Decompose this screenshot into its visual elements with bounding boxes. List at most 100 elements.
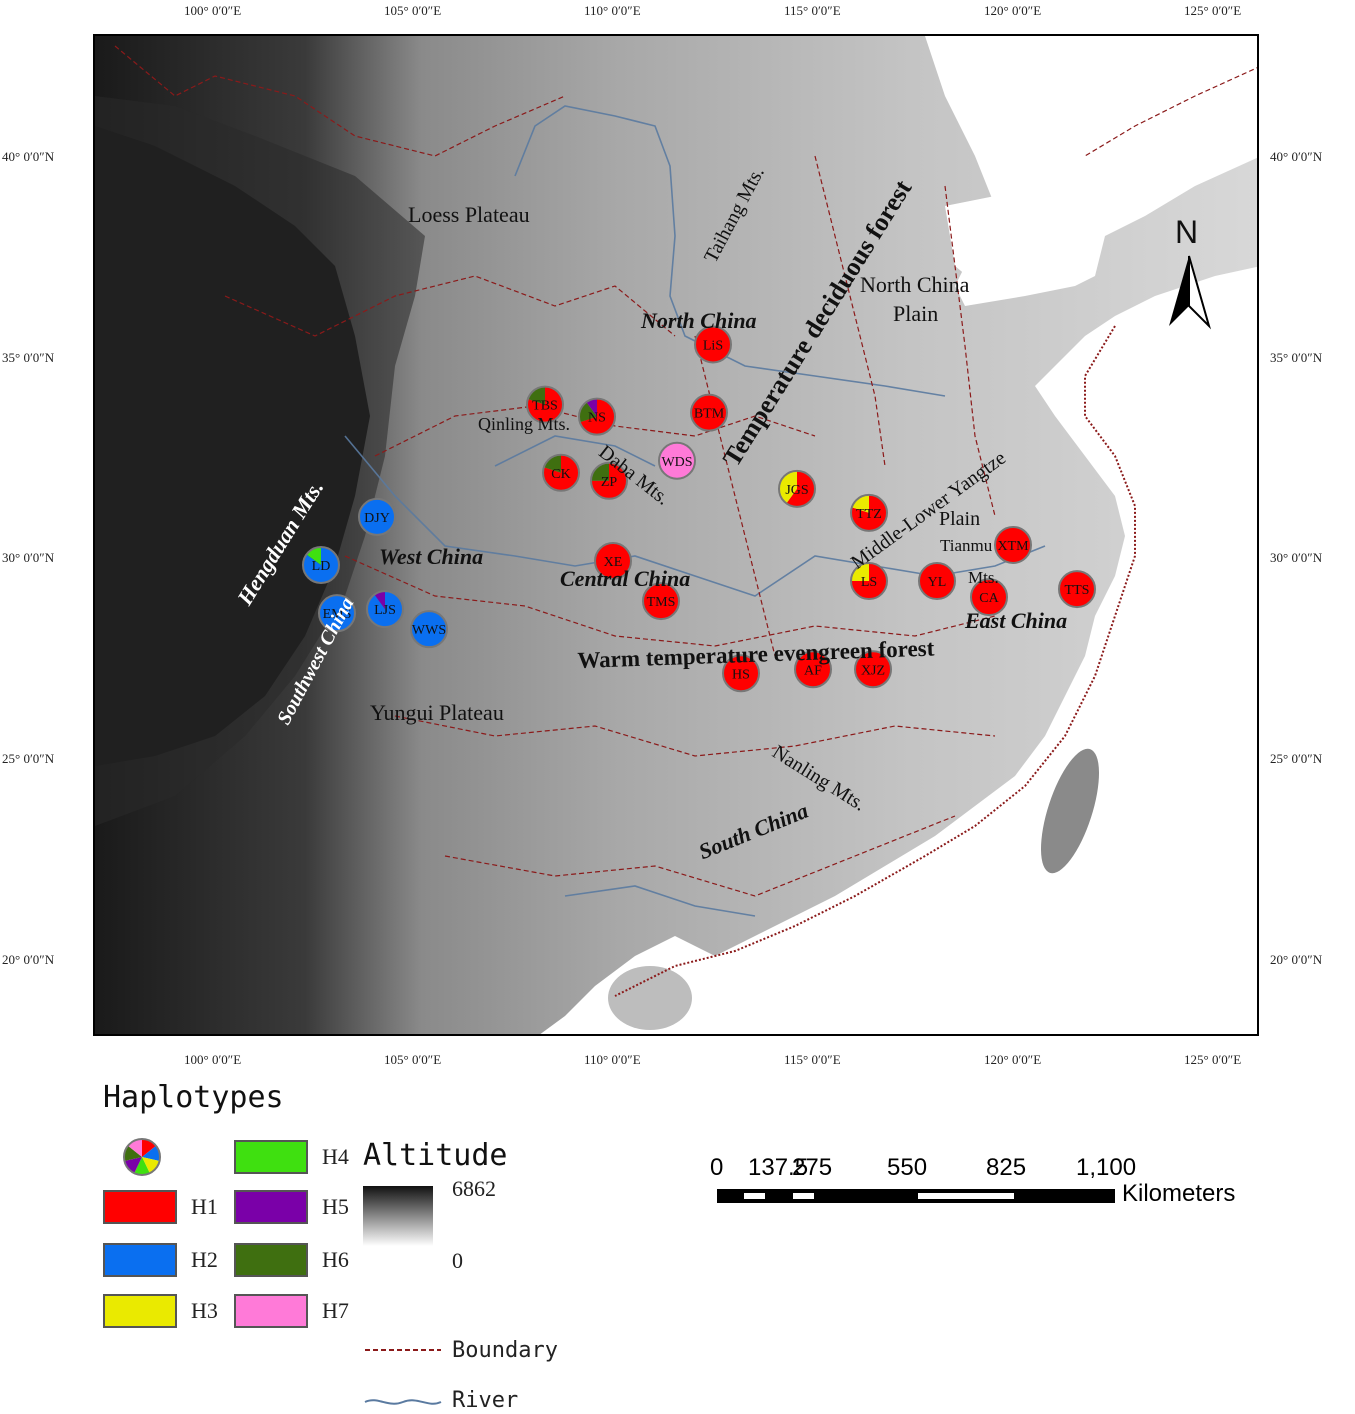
population-label: WWS — [412, 623, 446, 638]
scale-bar — [717, 1189, 1115, 1203]
population-label: NS — [588, 411, 606, 426]
population-xtm[interactable]: XTM — [994, 525, 1032, 564]
swatch-label: H2 — [191, 1247, 218, 1272]
population-tbs[interactable]: TBS — [526, 385, 564, 424]
swatch-h5 — [234, 1190, 308, 1224]
swatch-h3 — [103, 1294, 177, 1328]
population-markers: LiS TBS NS BTM WDS CK ZP JGS TTZ DJY LD EMS LJS WWS XE… — [302, 325, 1096, 693]
population-ns[interactable]: NS — [578, 397, 616, 436]
pie-outline — [358, 497, 396, 536]
population-label: LD — [312, 559, 331, 574]
population-tms[interactable]: TMS — [642, 582, 680, 621]
population-af[interactable]: AF — [794, 650, 832, 689]
swatch-h1 — [103, 1190, 177, 1224]
altitude-min: 0 — [452, 1248, 463, 1273]
taiwan-island — [1040, 748, 1100, 874]
population-ca[interactable]: CA — [970, 578, 1008, 617]
population-ld[interactable]: LD — [302, 546, 340, 585]
latitude-tick-label: 30° 0′0″N — [1270, 550, 1323, 565]
pie-outline — [590, 461, 628, 500]
pie-slice-h5 — [586, 398, 597, 417]
population-hs[interactable]: HS — [722, 654, 760, 693]
population-btm[interactable]: BTM — [690, 393, 728, 432]
population-label: AF — [804, 663, 822, 678]
pie-slice-h3 — [779, 470, 797, 504]
population-ck[interactable]: CK — [542, 453, 580, 492]
label-east-china: East China — [965, 608, 1068, 633]
population-djy[interactable]: DJY — [358, 497, 396, 536]
population-zp[interactable]: ZP — [590, 461, 628, 500]
pie-slice-h1 — [919, 563, 955, 600]
population-ttz[interactable]: TTZ — [850, 493, 888, 532]
population-jgs[interactable]: JGS — [778, 469, 816, 508]
pie-outline — [722, 654, 760, 693]
longitude-tick-label: 110° 0′0″E — [584, 1052, 641, 1067]
east-sea — [569, 287, 1257, 1034]
altitude-max: 6862 — [452, 1176, 496, 1201]
label-yungui-plateau: Yungui Plateau — [370, 700, 504, 725]
north-arrow-icon — [1169, 255, 1212, 330]
latitude-tick-label: 40° 0′0″N — [2, 149, 55, 164]
pie-outline — [850, 493, 888, 532]
population-label: CK — [551, 467, 570, 482]
pie-slice-h2 — [319, 595, 355, 632]
population-xjz[interactable]: XJZ — [854, 650, 892, 689]
population-xe[interactable]: XE — [594, 542, 632, 580]
swatch-label: H3 — [191, 1298, 218, 1323]
population-tts[interactable]: TTS — [1058, 570, 1096, 609]
longitude-tick-label: 120° 0′0″E — [984, 3, 1042, 18]
population-label: LJS — [374, 603, 396, 618]
population-wws[interactable]: WWS — [410, 610, 448, 649]
population-wds[interactable]: WDS — [658, 441, 696, 480]
plateau-edge — [95, 96, 425, 826]
scale-tick-label: 137.5 — [748, 1154, 809, 1181]
label-tianmu: Tianmu — [940, 536, 993, 555]
river-label: River — [452, 1388, 519, 1413]
label-north-china-plain-2: Plain — [893, 301, 939, 326]
boundary-label: Boundary — [452, 1338, 558, 1363]
latitude-tick-label: 35° 0′0″N — [1270, 350, 1323, 365]
pie-outline — [970, 578, 1008, 617]
pie-outline — [123, 1138, 161, 1176]
population-lis[interactable]: LiS — [694, 325, 732, 364]
population-yl[interactable]: YL — [918, 562, 956, 601]
pie-outline — [526, 385, 564, 424]
population-label: EMS — [323, 607, 352, 622]
population-label: TBS — [532, 399, 558, 414]
pie-slice-h5 — [374, 591, 385, 610]
pie-outline — [318, 594, 356, 633]
latitude-tick-label: 40° 0′0″N — [1270, 149, 1323, 164]
pie-outline — [694, 325, 732, 364]
population-label: XE — [604, 555, 623, 570]
longitude-tick-label: 105° 0′0″E — [384, 1052, 442, 1067]
population-ems[interactable]: EMS — [318, 594, 356, 633]
longitude-tick-label: 115° 0′0″E — [784, 3, 841, 18]
population-ls[interactable]: LS — [850, 562, 888, 601]
pie-slice-h1 — [579, 398, 615, 435]
pie-slice-h1 — [850, 494, 887, 531]
label-central-china: Central China — [560, 566, 691, 591]
river-line-icon — [364, 1399, 442, 1405]
pie-outline — [994, 525, 1032, 564]
label-north-china: North China — [641, 308, 757, 333]
pie-slice-h1 — [971, 579, 1007, 616]
population-label: JGS — [785, 483, 808, 498]
latitude-tick-label: 20° 0′0″N — [2, 952, 55, 967]
population-label: TTZ — [856, 507, 882, 522]
label-qinling-mts: Qinling Mts. — [478, 414, 571, 434]
pie-slice-h3 — [851, 563, 869, 582]
pie-outline — [690, 393, 728, 432]
scale-unit: Kilometers — [1122, 1180, 1236, 1207]
pie-slice-h1 — [643, 583, 679, 620]
pie-outline — [658, 441, 696, 480]
label-loess-plateau: Loess Plateau — [408, 202, 530, 227]
population-ljs[interactable]: LJS — [366, 590, 404, 629]
scale-tick-label: 275 — [792, 1154, 833, 1181]
pie-outline — [410, 610, 448, 649]
population-label: HS — [732, 667, 750, 682]
swatch-label: H7 — [322, 1298, 349, 1323]
scale-tick-label: 1,100 — [1076, 1154, 1137, 1181]
pie-slice-h1 — [1059, 571, 1095, 608]
pie-slice-h2 — [142, 1145, 160, 1162]
pie-slice-h1 — [995, 526, 1031, 563]
